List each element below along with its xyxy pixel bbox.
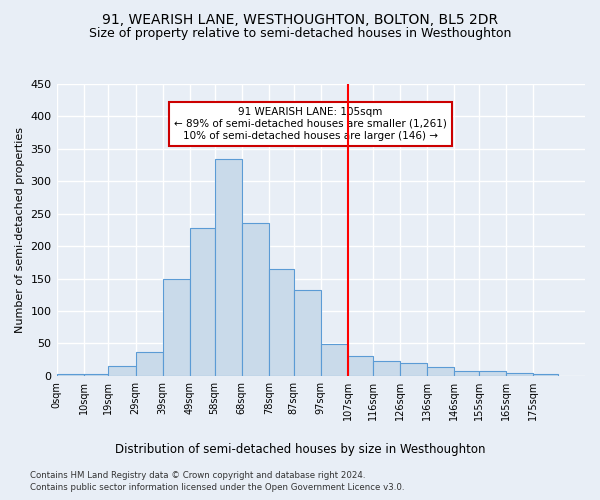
Bar: [293, 290, 321, 376]
Bar: [427, 366, 454, 376]
Bar: [400, 363, 427, 376]
Bar: [454, 371, 479, 376]
Bar: [215, 158, 242, 376]
Bar: [84, 374, 108, 376]
Bar: [373, 362, 400, 376]
Text: Contains public sector information licensed under the Open Government Licence v3: Contains public sector information licen…: [30, 484, 404, 492]
Bar: [56, 374, 84, 376]
Bar: [136, 352, 163, 376]
Text: Size of property relative to semi-detached houses in Westhoughton: Size of property relative to semi-detach…: [89, 28, 511, 40]
Bar: [108, 366, 136, 376]
Text: Contains HM Land Registry data © Crown copyright and database right 2024.: Contains HM Land Registry data © Crown c…: [30, 471, 365, 480]
Bar: [479, 371, 506, 376]
Bar: [533, 374, 558, 376]
Text: Distribution of semi-detached houses by size in Westhoughton: Distribution of semi-detached houses by …: [115, 442, 485, 456]
Bar: [269, 269, 293, 376]
Bar: [163, 278, 190, 376]
Bar: [506, 373, 533, 376]
Bar: [242, 222, 269, 376]
Bar: [348, 356, 373, 376]
Text: 91, WEARISH LANE, WESTHOUGHTON, BOLTON, BL5 2DR: 91, WEARISH LANE, WESTHOUGHTON, BOLTON, …: [102, 12, 498, 26]
Text: 91 WEARISH LANE: 105sqm
← 89% of semi-detached houses are smaller (1,261)
10% of: 91 WEARISH LANE: 105sqm ← 89% of semi-de…: [174, 108, 446, 140]
Bar: [321, 344, 348, 376]
Bar: [190, 228, 215, 376]
Y-axis label: Number of semi-detached properties: Number of semi-detached properties: [15, 127, 25, 333]
